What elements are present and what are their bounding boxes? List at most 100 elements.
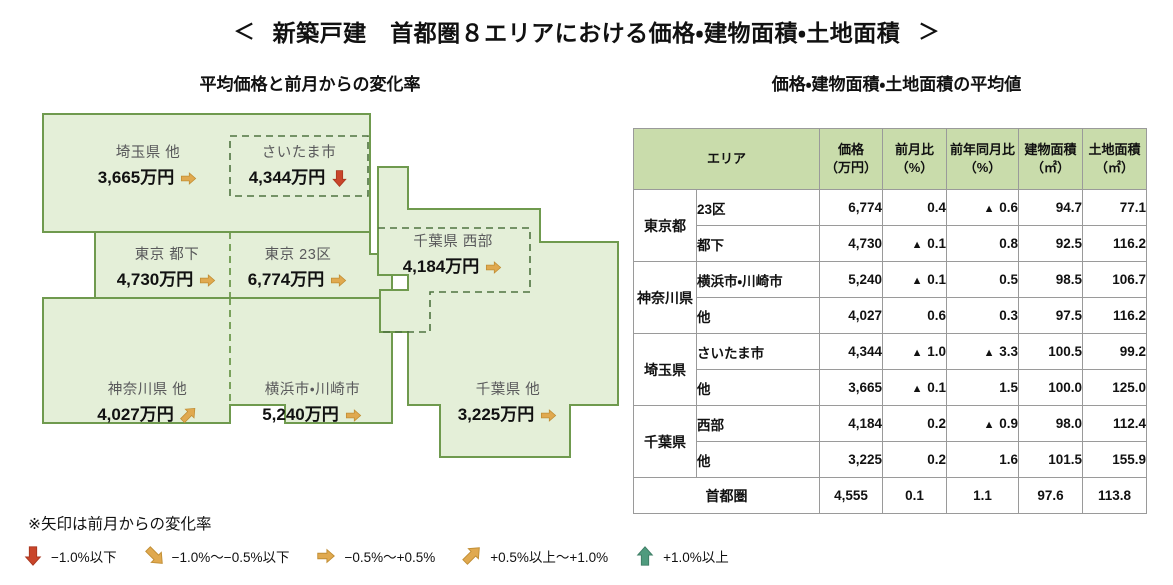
map-dashed-box-saitama-shi — [229, 135, 369, 197]
legend-item: −1.0%以下 — [22, 545, 117, 567]
cell-yoy: 0.5 — [946, 261, 1019, 298]
col-header-main: 価格 — [837, 142, 864, 158]
table-row: 他 4,027 0.6 0.3 97.5 116.2 — [634, 297, 1147, 334]
col-header-unit: （%） — [895, 160, 934, 175]
map-label-name: 東京 23区 — [264, 247, 332, 263]
table-row: 神奈川県 横浜市・川崎市 5,240 ▲ 0.1 0.5 98.5 106.7 — [633, 261, 1147, 334]
table-row: 千葉県 西部 4,184 0.2 ▲ 0.9 98.0 112.4 — [633, 405, 1147, 478]
arrow-right-flat-icon — [484, 258, 503, 277]
cell-area: 西部 — [696, 405, 820, 442]
region-map: 埼玉県 他 3,665万円 さいたま市 4,344万円 東京 都下 4,730万… — [40, 105, 620, 495]
arrow-down-red-icon — [330, 169, 349, 188]
map-label-saitama-shi: さいたま市 4,344万円 — [234, 143, 364, 191]
map-region-kanagawa — [42, 297, 393, 424]
negative-triangle-icon: ▲ — [983, 419, 995, 431]
col-header-building-area: 建物面積 （㎡） — [1018, 128, 1083, 190]
cell-mom: 0.4 — [882, 189, 947, 226]
arrow-right-flat-icon — [329, 271, 348, 290]
cell-land-area: 116.2 — [1082, 297, 1147, 334]
title-text: 新築戸建 首都圏８エリアにおける価格・建物面積・土地面積 — [272, 20, 901, 46]
arrow-up-green-icon — [634, 545, 656, 567]
cell-yoy: ▲ 0.6 — [946, 189, 1019, 226]
cell-price: 3,225 — [819, 441, 883, 478]
map-dashed-box-chiba-west — [378, 227, 531, 333]
prev-chevron-icon[interactable]: ＜ — [233, 21, 255, 44]
arrow-right-flat-icon — [315, 545, 337, 567]
cell-area: 他 — [696, 441, 820, 478]
map-label-value-row: 4,344万円 — [234, 166, 364, 191]
legend-item: −0.5%～+0.5% — [315, 545, 435, 567]
cell-mom: 0.6 — [882, 297, 947, 334]
cell-mom: 0.1 — [882, 477, 947, 514]
legend-item-label: −1.0%～−0.5%以下 — [171, 550, 290, 565]
map-label-value-row: 4,184万円 — [383, 255, 523, 280]
col-header-yoy: 前年同月比 （%） — [946, 128, 1019, 190]
cell-yoy: 0.8 — [946, 225, 1019, 262]
col-header-main: エリア — [706, 151, 746, 167]
negative-triangle-icon: ▲ — [911, 347, 923, 359]
table-body: 東京都 23区 6,774 0.4 ▲ 0.6 94.7 77.1 都下 4,730 ▲ 0.1 0… — [633, 189, 1147, 514]
col-header-main: 建物面積 — [1024, 142, 1077, 158]
cell-prefecture: 埼玉県 — [633, 333, 697, 406]
map-label-value: 3,225万円 — [457, 405, 535, 425]
right-section-subtitle: 価格・建物面積・土地面積の平均値 — [771, 75, 1022, 94]
cell-price: 4,344 — [819, 333, 883, 370]
map-label-value-row: 3,665万円 — [68, 166, 228, 191]
map-label-value: 3,665万円 — [97, 168, 175, 188]
arrow-down-red-icon — [22, 545, 44, 567]
map-label-name: 神奈川県 他 — [107, 382, 188, 398]
cell-land-area: 155.9 — [1082, 441, 1147, 478]
cell-prefecture: 東京都 — [633, 189, 697, 262]
cell-yoy: 1.6 — [946, 441, 1019, 478]
cell-land-area: 116.2 — [1082, 225, 1147, 262]
map-label-name: 千葉県 西部 — [413, 234, 493, 250]
map-region-chiba — [377, 166, 619, 458]
cell-land-area: 112.4 — [1082, 405, 1147, 442]
cell-price: 3,665 — [819, 369, 883, 406]
legend-item-label: +0.5%以上～+1.0% — [490, 550, 609, 565]
map-label-name: 横浜市・川崎市 — [264, 382, 361, 398]
cell-price: 6,774 — [819, 189, 883, 226]
cell-building-area: 98.0 — [1018, 405, 1083, 442]
legend-item: +1.0%以上 — [634, 545, 729, 567]
cell-building-area: 98.5 — [1018, 261, 1083, 298]
cell-area: 他 — [696, 369, 820, 406]
page-title: ＜ 新築戸建 首都圏８エリアにおける価格・建物面積・土地面積 ＞ — [0, 14, 1173, 48]
col-header-mom: 前月比 （%） — [882, 128, 947, 190]
col-header-price: 価格 （万円） — [819, 128, 883, 190]
cell-price: 4,555 — [819, 477, 883, 514]
legend-item-label: +1.0%以上 — [663, 550, 729, 565]
cell-area: 23区 — [696, 189, 820, 226]
cell-land-area: 77.1 — [1082, 189, 1147, 226]
table-row: 他 3,665 ▲ 0.1 1.5 100.0 125.0 — [634, 369, 1147, 406]
arrow-up-right-icon — [179, 406, 198, 425]
col-header-unit: （㎡） — [1094, 160, 1134, 175]
arrow-right-flat-icon — [539, 406, 558, 425]
cell-area: さいたま市 — [696, 333, 820, 370]
arrow-right-flat-icon — [344, 406, 363, 425]
table-row: 埼玉県 さいたま市 4,344 ▲ 1.0 ▲ 3.3 100.5 99.2 — [633, 333, 1147, 406]
negative-triangle-icon: ▲ — [911, 383, 923, 395]
map-label-kanagawa-other: 神奈川県 他 4,027万円 — [65, 380, 230, 428]
arrow-right-flat-icon — [179, 169, 198, 188]
map-label-yokohama-kawasaki: 横浜市・川崎市 5,240万円 — [230, 380, 395, 428]
cell-mom: 0.2 — [882, 441, 947, 478]
next-chevron-icon[interactable]: ＞ — [918, 21, 940, 44]
cell-area: 都下 — [696, 225, 820, 262]
cell-building-area: 100.0 — [1018, 369, 1083, 406]
col-header-main: 土地面積 — [1088, 142, 1141, 158]
cell-total-label: 首都圏 — [633, 477, 820, 514]
stats-table-wrap: エリア 価格 （万円） 前月比 （%） 前年同月比 （%） — [633, 128, 1147, 514]
map-label-value-row: 4,730万円 — [102, 268, 232, 293]
cell-prefecture: 千葉県 — [633, 405, 697, 478]
table-row: 都下 4,730 ▲ 0.1 0.8 92.5 116.2 — [634, 225, 1147, 262]
cell-land-area: 113.8 — [1082, 477, 1147, 514]
table-row: 東京都 23区 6,774 0.4 ▲ 0.6 94.7 77.1 — [633, 189, 1147, 262]
negative-triangle-icon: ▲ — [983, 347, 995, 359]
table-header-row: エリア 価格 （万円） 前月比 （%） 前年同月比 （%） — [633, 128, 1147, 190]
legend-item-label: −0.5%～+0.5% — [344, 550, 436, 565]
cell-mom: 0.2 — [882, 405, 947, 442]
cell-price: 4,730 — [819, 225, 883, 262]
cell-mom: ▲ 1.0 — [882, 333, 947, 370]
